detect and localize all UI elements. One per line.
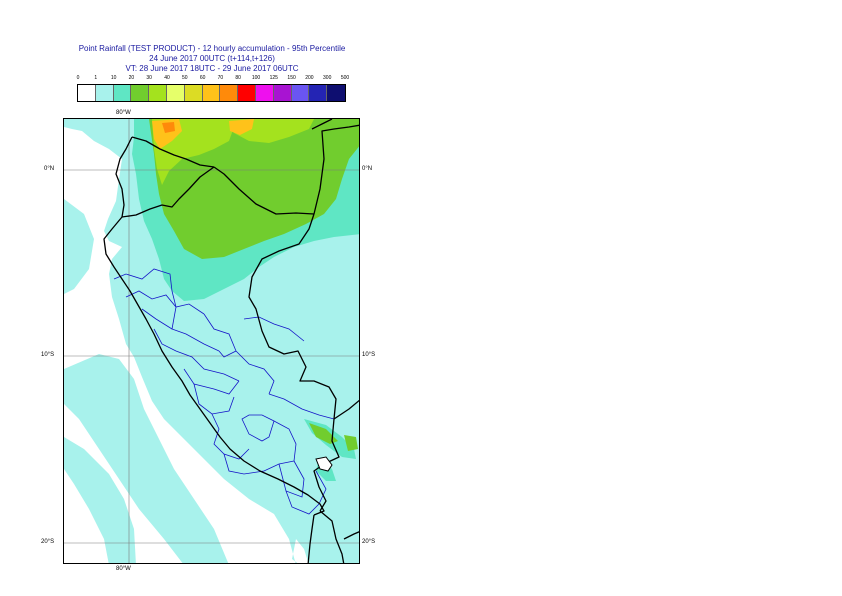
legend-threshold-label: 70 [217,75,224,81]
lon-label-bottom: 80°W [116,566,131,572]
region-border [203,313,237,358]
light-rain-west-band [64,199,94,294]
lat-label-20s-left: 20°S [41,539,55,545]
peru-coastline [103,216,325,516]
legend-swatch [309,85,328,101]
legend-threshold-labels: 0 1 10 20 30 40 50 60 70 80 100 125 150 200 300 500 [0,75,424,83]
lake-titicaca [315,456,333,472]
legend-swatch [184,85,203,101]
peru-brazil-border [248,213,337,420]
chile-coastline [307,514,315,563]
legend-threshold-label: 0 [76,75,80,81]
legend-threshold-label: 50 [182,75,188,81]
legend-threshold-label: 125 [269,75,278,81]
legend-threshold-label: 60 [199,75,206,81]
lat-label-10s-left: 10°S [41,352,55,358]
legend-threshold-label: 150 [287,75,296,81]
legend-swatch [95,85,114,101]
brazil-east-border [311,119,333,130]
peru-colombia-border [213,166,315,215]
colombia-ecuador-border [131,136,215,168]
region-border [241,414,275,442]
rainfall-map [64,119,359,563]
rainfall-shading [64,119,359,563]
legend-swatch [327,85,345,101]
region-border [171,290,220,352]
bolivia-chile-border [319,510,345,563]
map-frame [63,118,360,564]
lat-label-0-right: 0°N [362,166,373,172]
legend-swatch [131,85,150,101]
region-border [223,453,295,475]
legend-swatch [149,85,167,101]
heavy-rain-east-patch [309,423,338,444]
light-rain-southwest-band [64,437,136,563]
legend-threshold-label: 500 [340,75,350,81]
legend-threshold-label: 100 [251,75,261,81]
legend-swatch [166,85,185,101]
legend-swatch [202,85,221,101]
region-border [243,316,305,342]
region-border [235,350,275,395]
lat-label-20s-right: 20°S [362,539,376,545]
legend-swatch [273,85,292,101]
legend-swatch [113,85,132,101]
extreme-rain-north-patch [229,119,254,135]
ecuador-peru-border [121,166,215,218]
legend-threshold-label: 200 [305,75,314,81]
region-border [285,490,320,515]
legend-threshold-label: 40 [164,75,170,81]
light-rain-offshore-band [64,354,229,563]
legend-swatch [220,85,239,101]
region-border [113,268,173,292]
legend-swatch [238,85,256,101]
legend-threshold-label: 80 [235,75,241,81]
region-border [153,328,240,382]
region-border [273,420,297,462]
lat-label-0-left: 0°N [44,166,55,172]
legend-threshold-label: 300 [323,75,332,81]
region-border [141,308,173,330]
map-valid-time: VT: 28 June 2017 18UTC - 29 June 2017 06… [125,64,299,73]
legend-swatch [291,85,310,101]
legend-color-bar [77,84,346,102]
region-border [125,290,205,315]
legend-threshold-label: 10 [110,75,117,81]
legend-swatch [255,85,274,101]
chile-argentina-border [343,531,359,540]
ecuador-coastline [115,136,133,218]
legend-threshold-label: 1 [94,75,98,81]
colombia-brazil-border [313,124,359,215]
lat-label-10s-right: 10°S [362,352,376,358]
map-title: Point Rainfall (TEST PRODUCT) - 12 hourl… [78,44,346,53]
region-border [268,393,335,420]
gridlines [64,119,359,563]
legend-threshold-label: 20 [128,75,135,81]
map-base-time: 24 June 2017 00UTC (t+114,t+126) [149,54,275,63]
lon-label-top: 80°W [116,110,131,116]
brazil-bolivia-border [333,399,359,420]
peak-rain-spot [162,122,175,133]
legend-swatch [78,85,96,101]
heavy-rain-southeast-spot [344,435,358,451]
legend-threshold-label: 30 [146,75,152,81]
country-borders [103,119,359,563]
region-borders [113,268,335,515]
region-border [183,368,240,395]
region-border [315,470,327,505]
